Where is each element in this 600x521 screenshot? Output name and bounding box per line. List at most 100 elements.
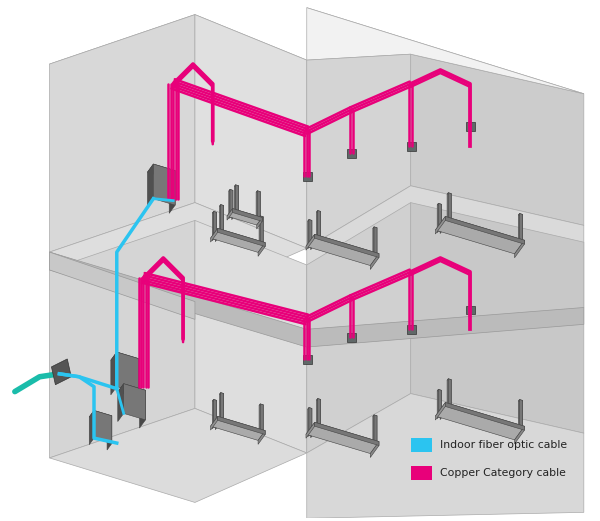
Polygon shape bbox=[436, 216, 445, 234]
Polygon shape bbox=[229, 190, 233, 192]
Polygon shape bbox=[212, 212, 214, 241]
Polygon shape bbox=[311, 220, 312, 250]
Polygon shape bbox=[437, 203, 442, 206]
Polygon shape bbox=[370, 442, 379, 457]
Polygon shape bbox=[117, 352, 139, 393]
Polygon shape bbox=[220, 205, 224, 207]
Polygon shape bbox=[308, 219, 312, 222]
Polygon shape bbox=[445, 403, 524, 430]
Bar bbox=[466, 122, 475, 131]
Polygon shape bbox=[518, 214, 520, 243]
Polygon shape bbox=[262, 405, 263, 434]
Polygon shape bbox=[218, 228, 265, 246]
Polygon shape bbox=[308, 407, 309, 437]
Polygon shape bbox=[259, 404, 263, 406]
Polygon shape bbox=[169, 170, 175, 213]
Bar bbox=[410, 466, 433, 480]
Polygon shape bbox=[230, 190, 233, 218]
Polygon shape bbox=[232, 190, 233, 220]
Polygon shape bbox=[307, 54, 410, 248]
Polygon shape bbox=[440, 390, 442, 419]
Polygon shape bbox=[235, 185, 236, 214]
Polygon shape bbox=[258, 243, 265, 256]
Polygon shape bbox=[258, 430, 265, 444]
Polygon shape bbox=[215, 213, 217, 242]
Polygon shape bbox=[94, 411, 112, 443]
Polygon shape bbox=[521, 401, 523, 430]
Text: Copper Category cable: Copper Category cable bbox=[440, 468, 566, 478]
Polygon shape bbox=[49, 203, 307, 297]
Polygon shape bbox=[437, 389, 442, 392]
Polygon shape bbox=[154, 164, 175, 205]
Polygon shape bbox=[309, 219, 312, 248]
Polygon shape bbox=[227, 208, 233, 220]
Polygon shape bbox=[376, 416, 377, 445]
Polygon shape bbox=[212, 212, 217, 214]
Text: Indoor fiber optic cable: Indoor fiber optic cable bbox=[440, 440, 568, 450]
Polygon shape bbox=[373, 415, 374, 444]
Polygon shape bbox=[520, 400, 523, 428]
Polygon shape bbox=[221, 393, 224, 421]
Polygon shape bbox=[370, 254, 379, 269]
Polygon shape bbox=[308, 219, 309, 249]
Bar bbox=[407, 142, 416, 151]
Polygon shape bbox=[316, 210, 317, 240]
Polygon shape bbox=[259, 192, 260, 221]
Polygon shape bbox=[518, 400, 520, 429]
Polygon shape bbox=[257, 217, 262, 229]
Polygon shape bbox=[212, 400, 217, 402]
Polygon shape bbox=[448, 193, 451, 221]
Polygon shape bbox=[148, 164, 175, 179]
Polygon shape bbox=[436, 216, 524, 254]
Polygon shape bbox=[518, 400, 523, 402]
Polygon shape bbox=[107, 416, 112, 450]
Polygon shape bbox=[374, 227, 377, 255]
Polygon shape bbox=[118, 383, 124, 421]
Polygon shape bbox=[518, 214, 523, 216]
Polygon shape bbox=[220, 393, 221, 422]
Polygon shape bbox=[221, 205, 224, 233]
Polygon shape bbox=[445, 216, 524, 244]
Polygon shape bbox=[314, 423, 379, 445]
Polygon shape bbox=[307, 186, 584, 329]
Polygon shape bbox=[316, 210, 320, 213]
Polygon shape bbox=[212, 400, 214, 429]
Bar bbox=[303, 355, 312, 364]
Polygon shape bbox=[237, 185, 238, 215]
Polygon shape bbox=[317, 399, 320, 427]
Polygon shape bbox=[316, 399, 317, 428]
Polygon shape bbox=[410, 203, 584, 433]
Polygon shape bbox=[447, 379, 448, 408]
Polygon shape bbox=[89, 411, 112, 423]
Polygon shape bbox=[227, 208, 262, 225]
Polygon shape bbox=[220, 393, 224, 395]
Polygon shape bbox=[118, 383, 145, 399]
Polygon shape bbox=[235, 185, 238, 188]
Polygon shape bbox=[447, 193, 451, 195]
Bar bbox=[410, 438, 433, 452]
Bar bbox=[466, 305, 475, 315]
Polygon shape bbox=[140, 390, 145, 428]
Polygon shape bbox=[233, 208, 262, 221]
Polygon shape bbox=[436, 403, 445, 420]
Polygon shape bbox=[306, 423, 314, 438]
Polygon shape bbox=[439, 389, 442, 418]
Polygon shape bbox=[437, 389, 439, 419]
Polygon shape bbox=[52, 359, 71, 384]
Polygon shape bbox=[448, 379, 451, 407]
Polygon shape bbox=[439, 203, 442, 232]
Polygon shape bbox=[49, 252, 195, 319]
Polygon shape bbox=[262, 217, 263, 246]
Polygon shape bbox=[319, 400, 320, 429]
Polygon shape bbox=[307, 8, 584, 94]
Polygon shape bbox=[211, 228, 265, 252]
Polygon shape bbox=[49, 220, 195, 458]
Polygon shape bbox=[49, 408, 307, 502]
Polygon shape bbox=[218, 416, 265, 435]
Polygon shape bbox=[306, 234, 379, 266]
Polygon shape bbox=[236, 185, 238, 214]
Polygon shape bbox=[308, 407, 312, 410]
Polygon shape bbox=[211, 416, 265, 440]
Polygon shape bbox=[195, 15, 307, 248]
Polygon shape bbox=[447, 193, 448, 222]
